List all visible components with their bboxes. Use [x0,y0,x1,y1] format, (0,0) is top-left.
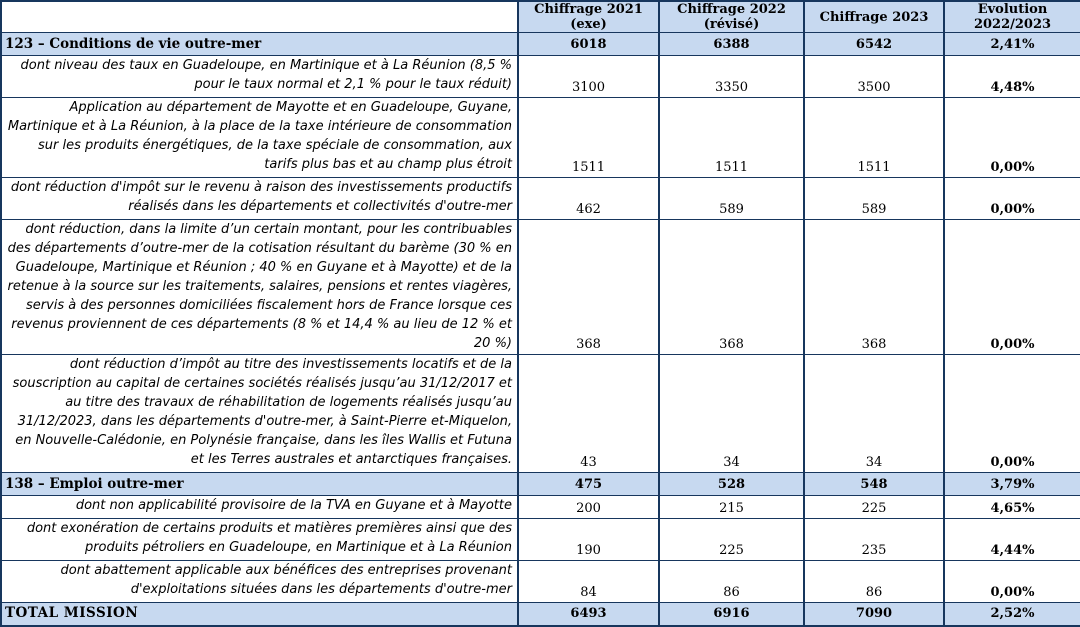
table-row-detail: dont réduction d’impôt au titre des inve… [0,354,1080,473]
value-cell-2022: 6388 [658,32,805,56]
row-label: dont abattement applicable aux bénéfices… [0,560,519,603]
evolution-cell: 0,00% [943,97,1080,178]
value-cell-2023: 86 [803,560,945,603]
value-cell-2023: 589 [803,177,945,220]
value-cell-2023: 34 [803,354,945,473]
value-cell-2022: 528 [658,472,805,496]
table-row-detail: dont niveau des taux en Guadeloupe, en M… [0,55,1080,98]
value-cell-2021: 43 [517,354,660,473]
value-cell-2023: 235 [803,518,945,561]
value-cell-2021: 368 [517,219,660,355]
row-label: dont réduction d’impôt au titre des inve… [0,354,519,473]
value-cell-2023: 368 [803,219,945,355]
table-row-detail: dont réduction, dans la limite d’un cert… [0,219,1080,355]
header-chiffrage-2021: Chiffrage 2021 (exe) [517,0,660,33]
evolution-cell: 3,79% [943,472,1080,496]
table-row-detail: dont non applicabilité provisoire de la … [0,495,1080,519]
table-row-detail: dont réduction d'impôt sur le revenu à r… [0,177,1080,220]
value-cell-2023: 3500 [803,55,945,98]
table-row-detail: Application au département de Mayotte et… [0,97,1080,178]
table-header: Chiffrage 2021 (exe) Chiffrage 2022 (rév… [0,0,1080,33]
evolution-cell: 2,52% [943,602,1080,626]
table-row-total: TOTAL MISSION 6493 6916 7090 2,52% [0,602,1080,626]
value-cell-2023: 1511 [803,97,945,178]
value-cell-2021: 475 [517,472,660,496]
header-row: Chiffrage 2021 (exe) Chiffrage 2022 (rév… [0,0,1080,33]
table-row-detail: dont exonération de certains produits et… [0,518,1080,561]
row-label: dont réduction, dans la limite d’un cert… [0,219,519,355]
value-cell-2023: 225 [803,495,945,519]
value-cell-2023: 548 [803,472,945,496]
value-cell-2021: 6493 [517,602,660,626]
row-label: dont niveau des taux en Guadeloupe, en M… [0,55,519,98]
evolution-cell: 2,41% [943,32,1080,56]
value-cell-2023: 7090 [803,602,945,626]
header-chiffrage-2022: Chiffrage 2022 (révisé) [658,0,805,33]
row-label: 138 – Emploi outre-mer [0,472,519,496]
evolution-cell: 0,00% [943,177,1080,220]
header-corner-cell [0,0,519,33]
evolution-cell: 0,00% [943,219,1080,355]
table-body: 123 – Conditions de vie outre-mer 6018 638… [0,32,1080,626]
row-label: dont non applicabilité provisoire de la … [0,495,519,519]
row-label: Application au département de Mayotte et… [0,97,519,178]
value-cell-2021: 3100 [517,55,660,98]
evolution-cell: 0,00% [943,354,1080,473]
value-cell-2022: 3350 [658,55,805,98]
header-chiffrage-2023: Chiffrage 2023 [803,0,945,33]
value-cell-2022: 215 [658,495,805,519]
row-label: TOTAL MISSION [0,602,519,626]
evolution-cell: 4,48% [943,55,1080,98]
evolution-cell: 4,65% [943,495,1080,519]
value-cell-2022: 1511 [658,97,805,178]
evolution-cell: 4,44% [943,518,1080,561]
value-cell-2022: 589 [658,177,805,220]
value-cell-2021: 200 [517,495,660,519]
value-cell-2021: 1511 [517,97,660,178]
row-label: dont réduction d'impôt sur le revenu à r… [0,177,519,220]
value-cell-2021: 190 [517,518,660,561]
table-row-section: 138 – Emploi outre-mer 475 528 548 3,79% [0,472,1080,496]
value-cell-2022: 6916 [658,602,805,626]
table-row-detail: dont abattement applicable aux bénéfices… [0,560,1080,603]
value-cell-2022: 225 [658,518,805,561]
value-cell-2021: 84 [517,560,660,603]
evolution-cell: 0,00% [943,560,1080,603]
value-cell-2021: 462 [517,177,660,220]
value-cell-2021: 6018 [517,32,660,56]
row-label: dont exonération de certains produits et… [0,518,519,561]
value-cell-2022: 86 [658,560,805,603]
value-cell-2022: 368 [658,219,805,355]
value-cell-2023: 6542 [803,32,945,56]
table-row-section: 123 – Conditions de vie outre-mer 6018 638… [0,32,1080,56]
row-label: 123 – Conditions de vie outre-mer [0,32,519,56]
value-cell-2022: 34 [658,354,805,473]
header-evolution: Evolution 2022/2023 [943,0,1080,33]
